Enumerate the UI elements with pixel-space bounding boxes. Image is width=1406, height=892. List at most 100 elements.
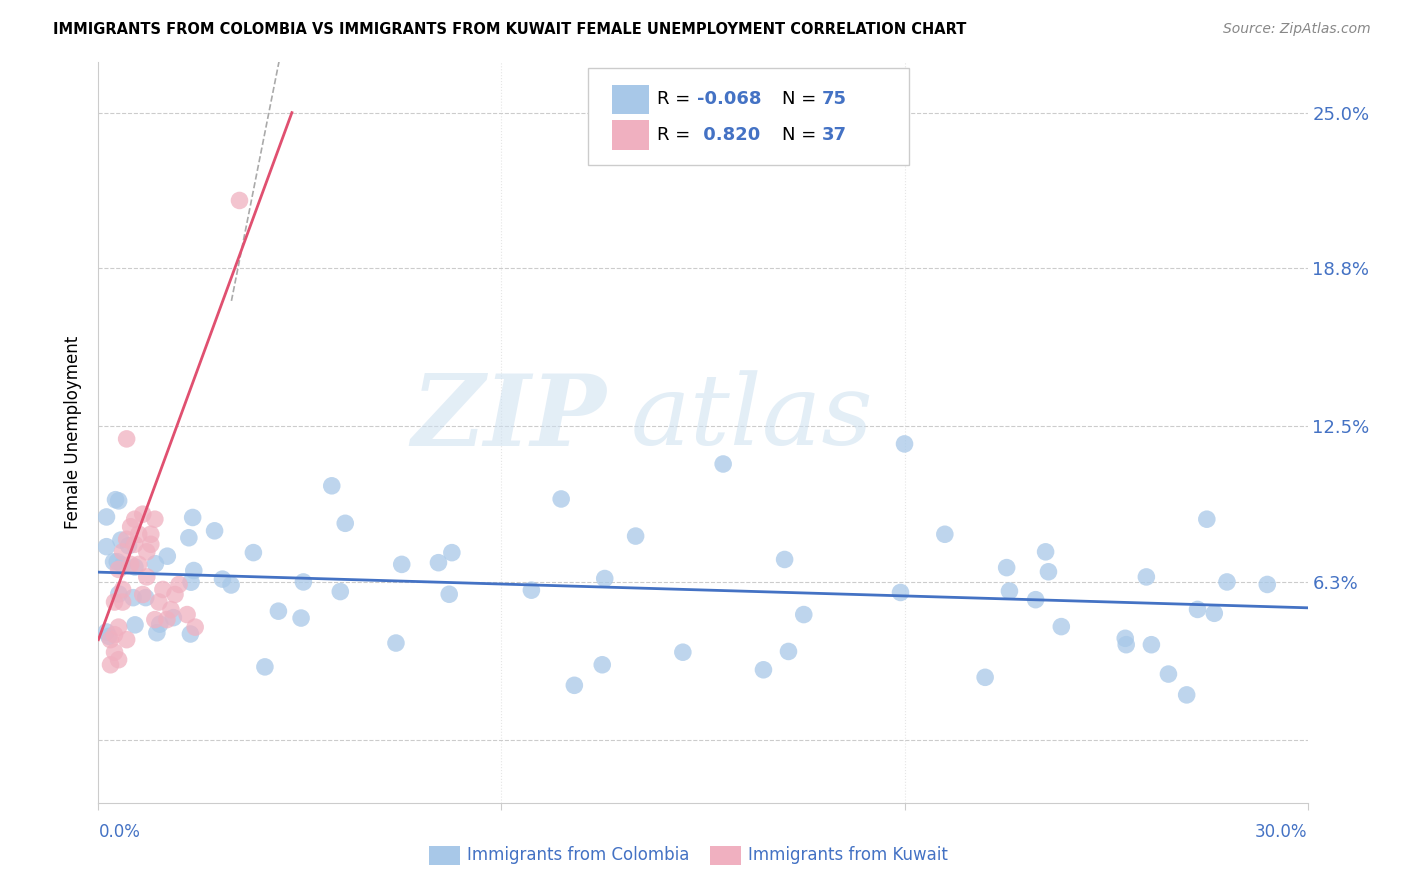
Bar xyxy=(613,120,648,150)
Point xyxy=(132,507,155,521)
Point xyxy=(253,660,276,674)
Point xyxy=(211,572,233,586)
Text: R =: R = xyxy=(657,90,690,109)
Point xyxy=(391,558,413,572)
Text: Source: ZipAtlas.com: Source: ZipAtlas.com xyxy=(1223,22,1371,37)
Point xyxy=(120,558,142,572)
Point xyxy=(1195,512,1218,526)
Point xyxy=(591,657,613,672)
Point xyxy=(335,516,357,531)
Point xyxy=(290,611,312,625)
Point xyxy=(593,572,616,586)
Point xyxy=(773,552,796,566)
Point xyxy=(111,595,134,609)
Point xyxy=(115,533,138,547)
Point xyxy=(1256,577,1278,591)
Text: Immigrants from Colombia: Immigrants from Colombia xyxy=(467,847,689,864)
Point xyxy=(107,653,129,667)
Point xyxy=(440,546,463,560)
Point xyxy=(96,540,118,554)
Point xyxy=(1175,688,1198,702)
Point xyxy=(1135,570,1157,584)
Point xyxy=(107,494,129,508)
Point xyxy=(97,629,120,643)
Point xyxy=(108,587,131,601)
Point xyxy=(143,512,166,526)
Point xyxy=(242,546,264,560)
Point xyxy=(156,613,179,627)
Point xyxy=(124,560,146,574)
Point xyxy=(107,620,129,634)
Point xyxy=(624,529,647,543)
Point xyxy=(120,520,142,534)
Point xyxy=(793,607,815,622)
Y-axis label: Female Unemployment: Female Unemployment xyxy=(63,336,82,529)
Point xyxy=(156,549,179,564)
Point xyxy=(139,527,162,541)
Point xyxy=(124,537,146,551)
Point xyxy=(111,545,134,559)
Point xyxy=(103,595,125,609)
Point xyxy=(179,627,201,641)
Point xyxy=(100,657,122,672)
Bar xyxy=(613,85,648,114)
Point xyxy=(267,604,290,618)
Point xyxy=(176,607,198,622)
Point xyxy=(146,625,169,640)
Point xyxy=(778,644,800,658)
Point xyxy=(103,645,125,659)
Point xyxy=(1157,667,1180,681)
Point xyxy=(148,595,170,609)
Point xyxy=(115,632,138,647)
Point xyxy=(520,583,543,598)
Point xyxy=(100,632,122,647)
Point xyxy=(1114,632,1136,646)
Point xyxy=(104,492,127,507)
Point xyxy=(145,557,167,571)
Point xyxy=(162,610,184,624)
Point xyxy=(181,510,204,524)
Point xyxy=(180,575,202,590)
Point xyxy=(1140,638,1163,652)
Point xyxy=(672,645,695,659)
Text: R =: R = xyxy=(657,126,690,144)
Point xyxy=(152,582,174,597)
Point xyxy=(974,670,997,684)
Point xyxy=(107,562,129,576)
Text: -0.068: -0.068 xyxy=(697,90,762,109)
Point xyxy=(1216,574,1239,589)
Point xyxy=(292,574,315,589)
Point xyxy=(111,558,134,572)
Text: 0.820: 0.820 xyxy=(697,126,761,144)
Point xyxy=(128,527,150,541)
Point xyxy=(124,512,146,526)
Point xyxy=(128,558,150,572)
Point xyxy=(139,537,162,551)
Point xyxy=(105,555,128,569)
Point xyxy=(110,533,132,547)
Point xyxy=(995,560,1018,574)
Point xyxy=(117,539,139,553)
Point xyxy=(889,585,911,599)
Point xyxy=(204,524,226,538)
Point xyxy=(321,479,343,493)
Point xyxy=(96,510,118,524)
Point xyxy=(103,555,125,569)
Point xyxy=(893,437,915,451)
FancyBboxPatch shape xyxy=(588,69,908,165)
Point xyxy=(998,584,1021,599)
Point xyxy=(219,578,242,592)
Point xyxy=(228,194,250,208)
Point xyxy=(711,457,734,471)
Point xyxy=(103,627,125,641)
Point xyxy=(1038,565,1060,579)
Text: Immigrants from Kuwait: Immigrants from Kuwait xyxy=(748,847,948,864)
Text: 0.0%: 0.0% xyxy=(98,823,141,841)
Point xyxy=(183,564,205,578)
Point xyxy=(427,556,450,570)
Point xyxy=(135,545,157,559)
Point xyxy=(934,527,956,541)
Point xyxy=(184,620,207,634)
Point xyxy=(160,602,183,616)
Text: 75: 75 xyxy=(821,90,846,109)
